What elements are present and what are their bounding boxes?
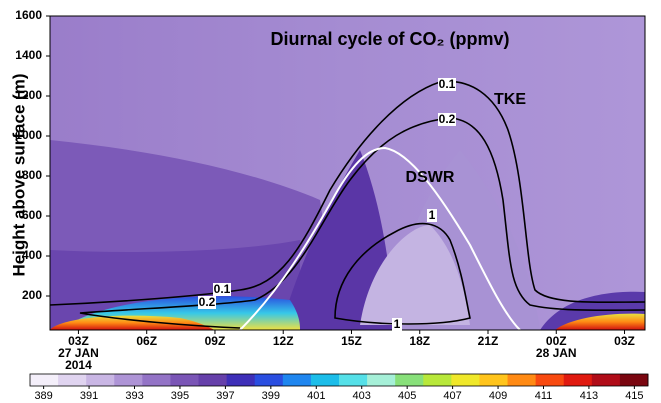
field	[50, 16, 645, 330]
x-tick-label: 06Z	[136, 334, 157, 348]
plume	[280, 150, 395, 330]
tke-contour	[254, 117, 645, 312]
colorbar-cell	[170, 374, 200, 386]
colorbar-cell	[451, 374, 480, 386]
colorbar-tick-label: 409	[489, 390, 507, 402]
colorbar-cell	[507, 374, 537, 386]
contour-label: 0.2	[199, 295, 216, 309]
dswr-curve	[239, 146, 521, 330]
colorbar-cell	[254, 374, 284, 386]
colorbar-cell	[198, 374, 228, 386]
field-ground-hot-right	[555, 313, 645, 330]
contour-label: 1	[394, 317, 401, 331]
tke-contour	[50, 80, 645, 306]
colorbar-cell	[58, 374, 87, 386]
y-tick-label: 1400	[15, 48, 42, 62]
colorbar-cell	[563, 374, 593, 386]
x-tick-label: 09Z	[205, 334, 226, 348]
annotation: DSWR	[406, 169, 455, 186]
colorbar-cell	[479, 374, 509, 386]
contour-labels: 0.1 0.2 1 1 0.1 0.2	[198, 77, 456, 331]
label-box	[198, 296, 216, 309]
y-tick-label: 1000	[15, 128, 42, 142]
colorbar-tick-label: 393	[125, 390, 143, 402]
colorbar-cell	[86, 374, 115, 386]
y-tick-label: 800	[22, 168, 42, 182]
field-lighter	[360, 225, 470, 325]
colorbar-tick-label: 405	[398, 390, 416, 402]
colorbar-cell	[395, 374, 424, 386]
colorbar-tick-label: 413	[580, 390, 598, 402]
x-tick-label: 00Z	[546, 334, 567, 348]
y-axis-label: Height above surface (m)	[9, 73, 28, 276]
contour-label: 0.2	[439, 112, 456, 126]
colorbar-cell	[591, 374, 621, 386]
y-tick-label: 1200	[15, 88, 42, 102]
date-label: 27 JAN	[58, 346, 99, 360]
date-label: 28 JAN	[536, 346, 577, 360]
colorbar-tick-label: 397	[216, 390, 234, 402]
x-tick-label: 21Z	[478, 334, 499, 348]
colorbar-tick-label: 389	[34, 390, 52, 402]
colorbar-cell	[30, 374, 59, 386]
tke-contour	[334, 222, 471, 325]
field-ground-hot	[50, 315, 215, 330]
colorbar-frame	[29, 373, 649, 387]
colorbar-cell	[535, 374, 565, 386]
contour-label: 0.1	[439, 77, 456, 91]
colorbar-cell	[367, 374, 396, 386]
label-box	[427, 209, 437, 222]
x-tick-label: 03Z	[68, 334, 89, 348]
colorbar-cell	[339, 374, 368, 386]
colorbar-cell	[142, 374, 171, 386]
colorbar-tick-label: 399	[262, 390, 280, 402]
y-tick-label: 400	[22, 248, 42, 262]
colorbar-cell	[226, 374, 256, 386]
colorbar-tick-label: 395	[171, 390, 189, 402]
y-tick-label: 200	[22, 288, 42, 302]
x-tick-label: 12Z	[273, 334, 294, 348]
date-label: 2014	[65, 358, 92, 372]
colorbar-tick-label: 403	[353, 390, 371, 402]
y-tick-label: 1600	[15, 8, 42, 22]
label-box	[438, 113, 456, 126]
chart-title: Diurnal cycle of CO₂ (ppmv)	[270, 29, 509, 49]
x-tick-label: 15Z	[341, 334, 362, 348]
colorbar-cell	[619, 374, 649, 386]
colorbar-tick-label: 411	[535, 390, 553, 402]
colorbar-tick-label: 391	[80, 390, 98, 402]
colorbar-cell	[423, 374, 452, 386]
y-tick-label: 600	[22, 208, 42, 222]
colorbar-cell	[310, 374, 340, 386]
x-tick-label: 18Z	[409, 334, 430, 348]
annotation: TKE	[494, 91, 526, 108]
colorbar-tick-label: 415	[625, 390, 643, 402]
label-box	[392, 318, 402, 331]
contour-label: 0.1	[214, 282, 231, 296]
contour-label: 1	[429, 208, 436, 222]
x-tick-label: 03Z	[614, 334, 635, 348]
label-box	[438, 78, 456, 91]
colorbar-cell	[282, 374, 312, 386]
colorbar-tick-label: 407	[443, 390, 461, 402]
label-box	[213, 283, 231, 296]
plot-frame	[49, 15, 646, 331]
colorbar-tick-label: 401	[307, 390, 325, 402]
colorbar-cell	[114, 374, 143, 386]
